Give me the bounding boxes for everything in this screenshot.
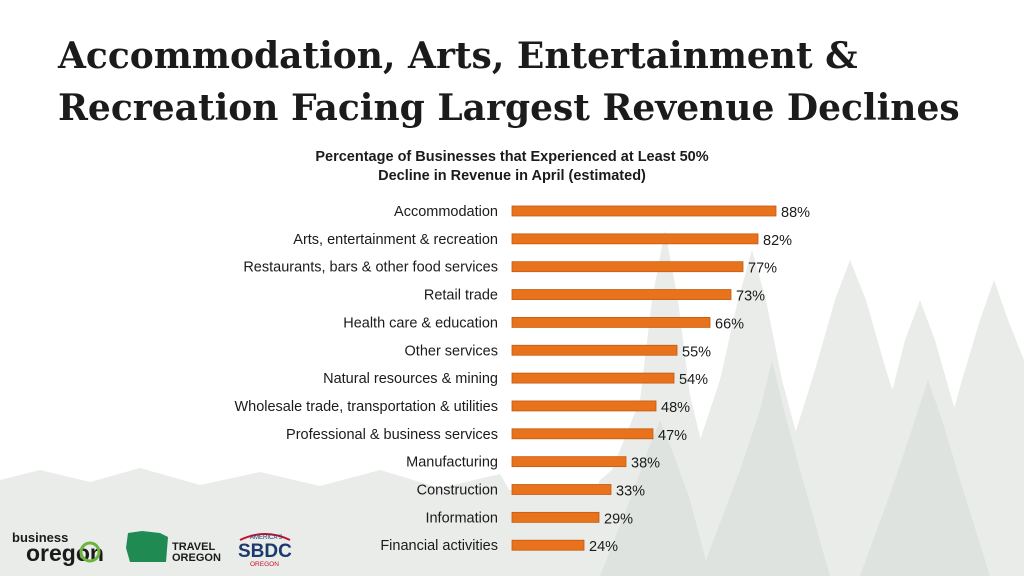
bar [511, 205, 777, 217]
data-label: 82% [763, 233, 792, 249]
bar [511, 344, 678, 356]
bar [511, 261, 744, 273]
chart-title: Percentage of Businesses that Experience… [262, 148, 762, 186]
data-label: 73% [736, 289, 765, 305]
data-label: 47% [658, 428, 687, 444]
business-oregon-logo: business oregon [12, 530, 104, 566]
bar [511, 400, 657, 412]
category-label: Professional & business services [286, 427, 498, 443]
travel-oregon-logo-line1: TRAVEL [172, 541, 215, 553]
bar [511, 428, 654, 440]
data-label: 77% [748, 261, 777, 277]
category-label: Health care & education [343, 315, 498, 331]
data-label: 29% [604, 511, 633, 527]
chart-title-line-2: Decline in Revenue in April (estimated) [378, 168, 646, 184]
category-label: Other services [405, 343, 498, 359]
sbdc-swoosh-icon [239, 533, 291, 541]
bar [511, 456, 627, 468]
data-label: 54% [679, 372, 708, 388]
sbdc-logo: AMERICA'S SBDC OREGON [238, 533, 292, 568]
page-title-line-2: Recreation Facing Largest Revenue Declin… [58, 87, 960, 129]
data-label: 88% [781, 205, 810, 221]
category-label: Financial activities [380, 538, 498, 554]
bar [511, 289, 732, 300]
page-title: Accommodation, Arts, Entertainment & Rec… [58, 30, 998, 134]
oregon-state-icon [126, 531, 168, 562]
category-label: Wholesale trade, transportation & utilit… [234, 399, 498, 415]
bar [511, 233, 759, 245]
data-label: 24% [589, 539, 618, 555]
category-label: Construction [417, 483, 498, 499]
data-label: 55% [682, 344, 711, 360]
category-label: Retail trade [424, 288, 498, 304]
bar [511, 372, 675, 384]
category-label: Natural resources & mining [323, 371, 498, 387]
category-label: Information [425, 510, 498, 526]
chart-title-line-1: Percentage of Businesses that Experience… [315, 149, 709, 165]
sbdc-logo-main: SBDC [238, 541, 292, 562]
sbdc-logo-top: AMERICA'S [250, 535, 282, 541]
sbdc-logo-bottom: OREGON [250, 561, 279, 568]
travel-oregon-logo-line2: OREGON [172, 552, 221, 564]
business-oregon-logo-small: business [12, 530, 68, 545]
travel-oregon-logo: TRAVEL OREGON [126, 531, 221, 564]
data-label: 38% [631, 456, 660, 472]
bar [511, 316, 711, 328]
data-label: 48% [661, 400, 690, 416]
category-label: Accommodation [394, 204, 498, 220]
category-label: Manufacturing [406, 455, 498, 471]
bar [511, 539, 585, 551]
category-label: Arts, entertainment & recreation [293, 232, 498, 248]
bar [511, 511, 600, 523]
category-label: Restaurants, bars & other food services [243, 260, 498, 276]
data-label: 66% [715, 316, 744, 332]
business-oregon-accent-icon [79, 541, 101, 563]
page-title-line-1: Accommodation, Arts, Entertainment & [58, 35, 858, 77]
bar [511, 484, 612, 495]
data-label: 33% [616, 484, 645, 500]
